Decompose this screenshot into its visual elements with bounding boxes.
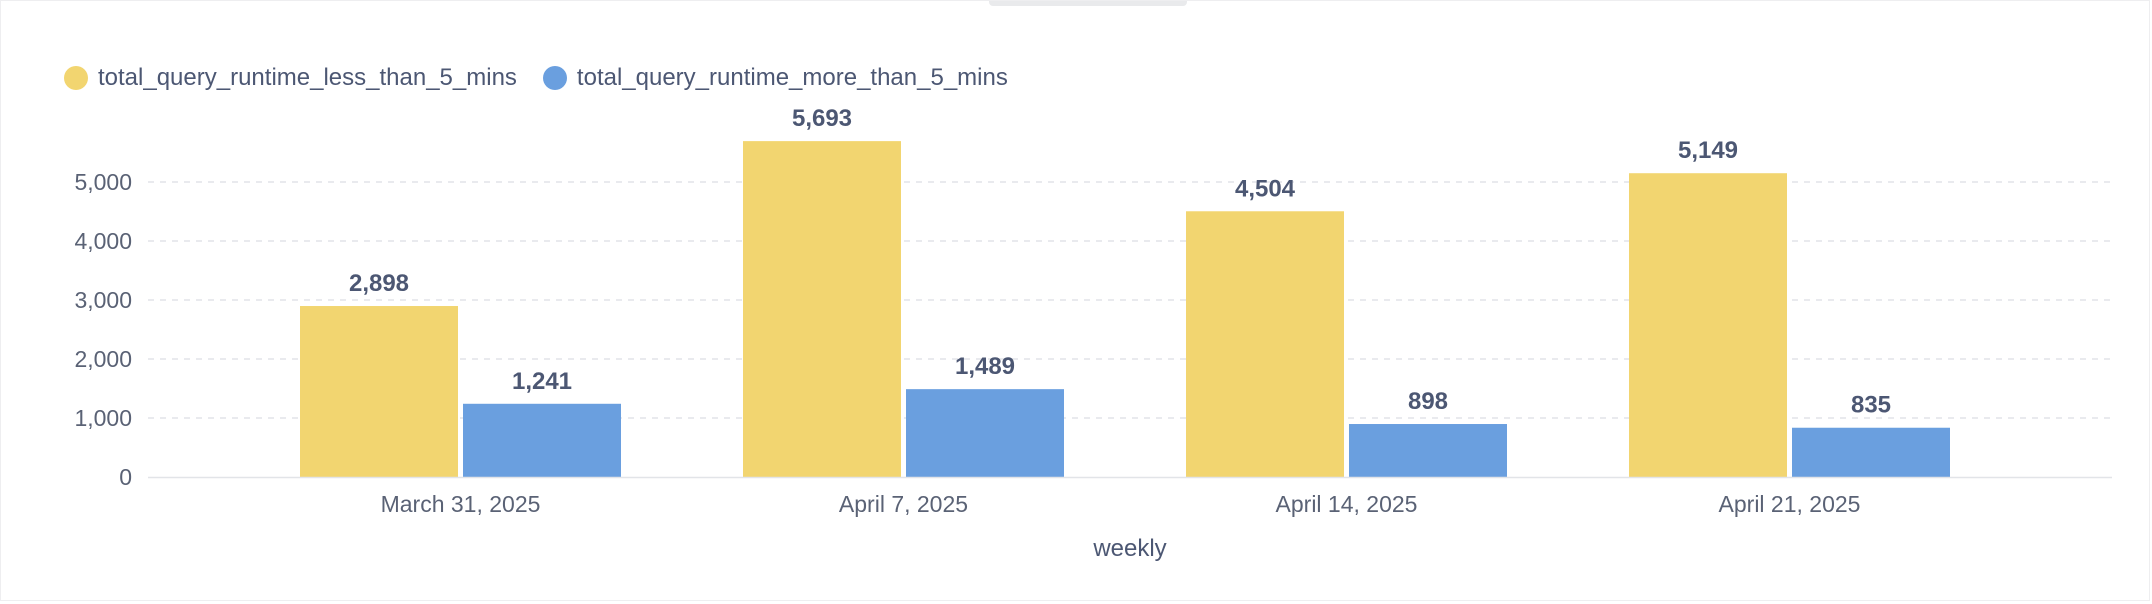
legend-swatch-more-than-5-mins xyxy=(542,66,567,90)
drag-handle[interactable] xyxy=(989,1,1187,6)
data-label: 5,149 xyxy=(1678,137,1738,164)
x-axis-title: weekly xyxy=(1092,535,1166,562)
x-tick-label: April 21, 2025 xyxy=(1719,491,1861,517)
y-axis-ticks: 0 1,000 2,000 3,000 4,000 5,000 xyxy=(74,169,132,490)
data-label: 1,241 xyxy=(512,368,572,395)
legend-item-less-than-5-mins[interactable]: total_query_runtime_less_than_5_mins xyxy=(64,64,517,92)
y-tick-label: 0 xyxy=(119,464,132,490)
bar-less-than-5-mins[interactable] xyxy=(300,306,458,477)
x-axis-ticks: March 31, 2025 April 7, 2025 April 14, 202… xyxy=(381,491,1861,517)
y-tick-label: 1,000 xyxy=(74,405,132,431)
y-tick-label: 3,000 xyxy=(74,287,132,313)
legend-label-more-than-5-mins: total_query_runtime_more_than_5_mins xyxy=(576,64,1008,91)
x-tick-label: March 31, 2025 xyxy=(381,491,541,517)
x-tick-label: April 14, 2025 xyxy=(1276,491,1418,517)
bar-more-than-5-mins[interactable] xyxy=(1349,424,1507,477)
legend-item-more-than-5-mins[interactable]: total_query_runtime_more_than_5_mins xyxy=(542,64,1008,92)
data-label: 5,693 xyxy=(792,105,852,132)
bar-more-than-5-mins[interactable] xyxy=(906,389,1064,477)
data-labels: 2,898 1,241 5,693 1,489 4,504 898 5,149 835 xyxy=(349,105,1891,419)
data-label: 835 xyxy=(1851,392,1891,419)
data-label: 2,898 xyxy=(349,270,409,297)
bar-less-than-5-mins[interactable] xyxy=(1629,173,1787,478)
y-tick-label: 4,000 xyxy=(74,228,132,254)
legend: total_query_runtime_less_than_5_mins tot… xyxy=(64,64,1008,92)
x-tick-label: April 7, 2025 xyxy=(839,491,968,517)
data-label: 1,489 xyxy=(955,353,1015,380)
bar-less-than-5-mins[interactable] xyxy=(743,141,901,477)
bar-more-than-5-mins[interactable] xyxy=(1792,427,1950,477)
bar-less-than-5-mins[interactable] xyxy=(1186,211,1344,477)
y-tick-label: 2,000 xyxy=(74,346,132,372)
y-tick-label: 5,000 xyxy=(74,169,132,195)
data-label: 4,504 xyxy=(1235,175,1296,202)
bars xyxy=(300,141,1950,478)
data-label: 898 xyxy=(1408,388,1448,415)
bar-more-than-5-mins[interactable] xyxy=(463,403,621,477)
legend-swatch-less-than-5-mins xyxy=(64,66,88,90)
legend-label-less-than-5-mins: total_query_runtime_less_than_5_mins xyxy=(98,64,517,91)
